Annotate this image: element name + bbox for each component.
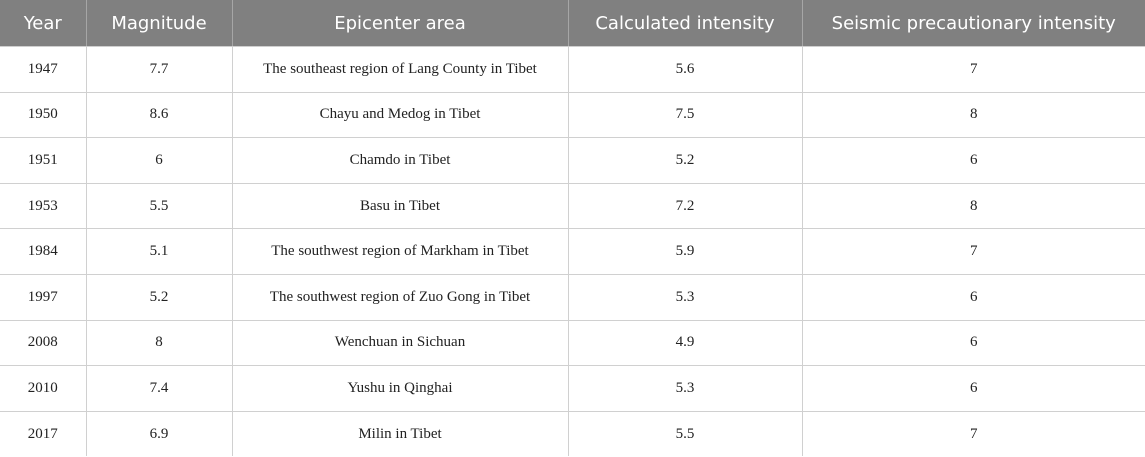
table-cell: Basu in Tibet: [231, 182, 569, 230]
table-cell: 7.4: [85, 365, 233, 412]
table-cell: 6: [801, 319, 1145, 367]
table-cell: 7.2: [567, 182, 803, 230]
table-cell: 1953: [0, 182, 87, 230]
table-cell: 1997: [0, 273, 87, 321]
table-row: 1997 5.2 The southwest region of Zuo Gong …: [0, 273, 1145, 321]
table-cell: 7: [801, 46, 1145, 93]
table-cell: 2008: [0, 319, 87, 367]
table-row: 2017 6.9 Milin in Tibet 5.5 7: [0, 410, 1145, 457]
table-cell: The southwest region of Zuo Gong in Tibe…: [231, 273, 569, 321]
table-cell: The southeast region of Lang County in T…: [231, 46, 569, 93]
table-cell: 6: [801, 365, 1145, 412]
header-cell: Year: [0, 0, 86, 47]
table-cell: 5.3: [567, 365, 803, 412]
table-row: 2010 7.4 Yushu in Qinghai 5.3 6: [0, 365, 1145, 412]
table-cell: 7: [801, 410, 1145, 457]
table-row: 1984 5.1 The southwest region of Markham i…: [0, 228, 1145, 275]
table-cell: 8: [801, 91, 1145, 139]
table-cell: 5.3: [567, 273, 803, 321]
table-cell: 5.2: [85, 273, 233, 321]
table-cell: Wenchuan in Sichuan: [231, 319, 569, 367]
table-row: 1953 5.5 Basu in Tibet 7.2 8: [0, 182, 1145, 230]
table-cell: 8: [801, 182, 1145, 230]
table-cell: 6.9: [85, 410, 233, 457]
table-cell: 2010: [0, 365, 87, 412]
header-row: Year Magnitude Epicenter area Calculated in…: [0, 0, 1145, 47]
table-cell: 6: [85, 137, 233, 184]
table-row: 1951 6 Chamdo in Tibet 5.2 6: [0, 137, 1145, 184]
table-cell: Chamdo in Tibet: [231, 137, 569, 184]
header-cell: Seismic precautionary intensity: [801, 0, 1145, 47]
table-cell: 7: [801, 228, 1145, 275]
table-cell: 7.7: [85, 46, 233, 93]
header-cell: Magnitude: [85, 0, 232, 47]
header-cell: Epicenter area: [231, 0, 568, 47]
table-cell: 5.2: [567, 137, 803, 184]
table-cell: 6: [801, 273, 1145, 321]
table-cell: Milin in Tibet: [231, 410, 569, 457]
table-row: 1947 7.7 The southeast region of Lang Coun…: [0, 46, 1145, 93]
table-cell: 1951: [0, 137, 87, 184]
table-cell: 8: [85, 319, 233, 367]
table-cell: 5.9: [567, 228, 803, 275]
table-cell: Chayu and Medog in Tibet: [231, 91, 569, 139]
table-body: 1947 7.7 The southeast region of Lang Coun…: [0, 46, 1145, 457]
table-cell: 1984: [0, 228, 87, 275]
table-row: 1950 8.6 Chayu and Medog in Tibet 7.5 8: [0, 91, 1145, 139]
table-cell: 5.1: [85, 228, 233, 275]
table-cell: 4.9: [567, 319, 803, 367]
table-cell: 6: [801, 137, 1145, 184]
header-cell: Calculated intensity: [567, 0, 802, 47]
table-row: 2008 8 Wenchuan in Sichuan 4.9 6: [0, 319, 1145, 367]
table-cell: 1947: [0, 46, 87, 93]
table-cell: 2017: [0, 410, 87, 457]
table-cell: The southwest region of Markham in Tibet: [231, 228, 569, 275]
table-cell: 1950: [0, 91, 87, 139]
table-cell: 7.5: [567, 91, 803, 139]
table-cell: 5.6: [567, 46, 803, 93]
table-cell: 5.5: [567, 410, 803, 457]
table-cell: Yushu in Qinghai: [231, 365, 569, 412]
table-cell: 8.6: [85, 91, 233, 139]
table-cell: 5.5: [85, 182, 233, 230]
